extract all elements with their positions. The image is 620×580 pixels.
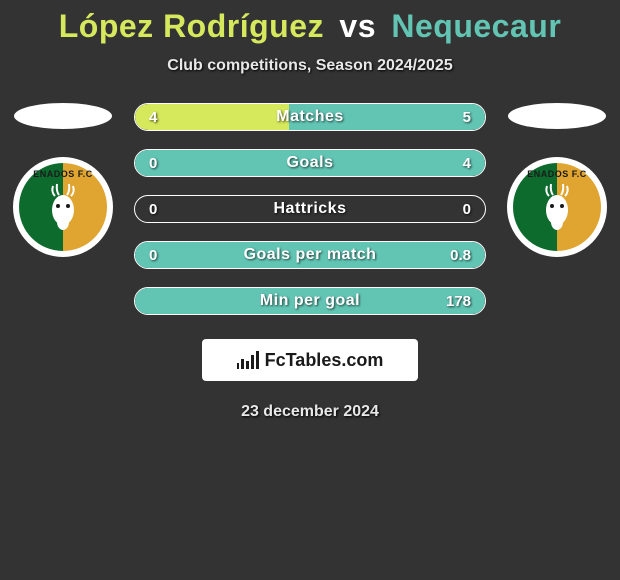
stat-bar-min-per-goal: Min per goal178 — [134, 287, 486, 315]
stats-column: 4Matches50Goals40Hattricks00Goals per ma… — [134, 103, 486, 315]
stat-label: Min per goal — [135, 288, 485, 314]
player2-country-flag — [508, 103, 606, 129]
stat-bar-goals-per-match: 0Goals per match0.8 — [134, 241, 486, 269]
comparison-card: López Rodríguez vs Nequecaur Club compet… — [0, 0, 620, 421]
stat-value-right: 5 — [463, 104, 471, 130]
stat-label: Hattricks — [135, 196, 485, 222]
stat-value-right: 0 — [463, 196, 471, 222]
stat-label: Goals — [135, 150, 485, 176]
player1-name: López Rodríguez — [59, 8, 324, 44]
player1-country-flag — [14, 103, 112, 129]
player2-column: ENADOS F.C — [504, 103, 610, 257]
stat-value-right: 178 — [446, 288, 471, 314]
deer-icon — [536, 180, 578, 234]
stat-label: Goals per match — [135, 242, 485, 268]
club-logo-inner: ENADOS F.C — [19, 163, 107, 251]
stat-bar-matches: 4Matches5 — [134, 103, 486, 131]
club-logo-text: ENADOS F.C — [513, 169, 601, 179]
page-title: López Rodríguez vs Nequecaur — [0, 8, 620, 45]
player1-column: ENADOS F.C — [10, 103, 116, 257]
player2-name: Nequecaur — [391, 8, 561, 44]
date-text: 23 december 2024 — [0, 403, 620, 421]
stat-value-right: 4 — [463, 150, 471, 176]
player1-club-logo: ENADOS F.C — [13, 157, 113, 257]
subtitle: Club competitions, Season 2024/2025 — [0, 57, 620, 75]
stat-bar-goals: 0Goals4 — [134, 149, 486, 177]
chart-icon — [237, 351, 259, 369]
footer-brand-text: FcTables.com — [265, 350, 384, 371]
stat-label: Matches — [135, 104, 485, 130]
stat-value-right: 0.8 — [450, 242, 471, 268]
club-logo-text: ENADOS F.C — [19, 169, 107, 179]
vs-label: vs — [339, 8, 376, 44]
footer-brand-badge[interactable]: FcTables.com — [202, 339, 418, 381]
main-row: ENADOS F.C 4Matches50Goals40Hattricks00 — [0, 103, 620, 315]
club-logo-inner: ENADOS F.C — [513, 163, 601, 251]
deer-icon — [42, 180, 84, 234]
player2-club-logo: ENADOS F.C — [507, 157, 607, 257]
stat-bar-hattricks: 0Hattricks0 — [134, 195, 486, 223]
